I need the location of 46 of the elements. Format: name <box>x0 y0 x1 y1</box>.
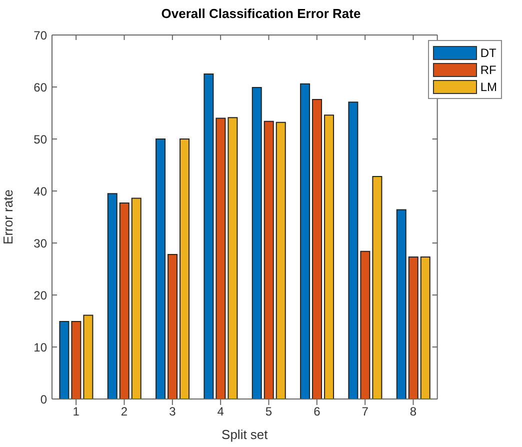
bar <box>372 176 382 399</box>
bar <box>360 250 370 399</box>
x-tick-label: 6 <box>314 404 321 419</box>
y-tick-label: 70 <box>34 28 48 42</box>
bar <box>119 202 130 399</box>
bar <box>276 122 286 399</box>
y-tick-label: 0 <box>40 392 48 406</box>
y-tick-label: 60 <box>34 80 48 94</box>
bar <box>59 321 70 399</box>
bar <box>168 254 178 399</box>
bar <box>107 193 118 399</box>
bar <box>156 138 166 399</box>
x-tick-label: 5 <box>265 404 272 419</box>
y-tick-label: 50 <box>34 132 48 146</box>
x-tick-label: 1 <box>72 404 80 419</box>
bar <box>83 314 94 399</box>
bar <box>264 120 274 399</box>
y-tick-label: 30 <box>34 236 48 250</box>
x-tick-label: 4 <box>217 404 224 419</box>
bar <box>252 87 262 399</box>
bar <box>71 321 82 399</box>
y-tick-label: 40 <box>34 184 48 198</box>
bar <box>204 74 214 399</box>
bar <box>348 102 358 399</box>
y-tick-label: 20 <box>34 288 48 302</box>
chart-title: Overall Classification Error Rate <box>160 6 362 21</box>
bar <box>324 114 334 399</box>
x-tick-label: 7 <box>362 404 369 419</box>
x-tick-label: 2 <box>120 404 128 419</box>
bar <box>216 118 226 399</box>
legend-label: RF <box>480 62 496 76</box>
x-tick-label: 8 <box>410 404 417 419</box>
bar <box>312 98 322 399</box>
bar <box>396 209 406 399</box>
y-axis-title: Error rate <box>0 190 16 244</box>
x-axis-title: Split set <box>222 427 268 442</box>
legend-label: LM <box>480 80 497 94</box>
bar <box>408 256 418 399</box>
x-tick-label: 3 <box>169 404 176 419</box>
bar <box>180 138 190 399</box>
bar <box>228 117 238 399</box>
bar <box>131 198 142 399</box>
bar <box>420 256 430 399</box>
legend-label: DT <box>480 46 496 60</box>
y-tick-label: 10 <box>34 340 48 354</box>
bar <box>300 83 310 399</box>
